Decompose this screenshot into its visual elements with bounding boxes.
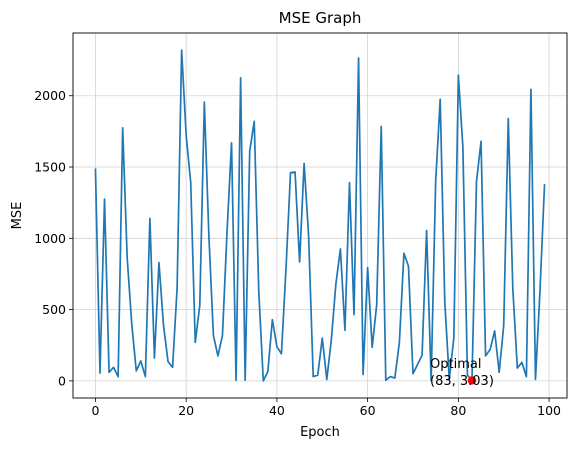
x-tick-label: 80 bbox=[450, 403, 466, 418]
y-axis-label: MSE bbox=[10, 202, 25, 230]
y-axis-ticks: 0 500 1000 1500 2000 bbox=[34, 88, 73, 388]
x-tick-label: 0 bbox=[91, 403, 99, 418]
plot-frame bbox=[72, 32, 568, 399]
y-tick-label: 2000 bbox=[34, 88, 66, 103]
grid-lines bbox=[73, 33, 567, 398]
chart-title: MSE Graph bbox=[279, 9, 362, 27]
y-tick-label: 500 bbox=[42, 302, 66, 317]
series-layer bbox=[94, 49, 546, 385]
x-tick-label: 100 bbox=[537, 403, 561, 418]
y-tick-label: 0 bbox=[58, 373, 66, 388]
optimal-annotation-value: (83, 3.03) bbox=[430, 374, 494, 389]
x-axis-ticks: 0 20 40 60 80 100 bbox=[91, 398, 561, 418]
optimal-annotation-label: Optimal bbox=[430, 357, 481, 372]
x-tick-label: 40 bbox=[269, 403, 285, 418]
x-axis-label: Epoch bbox=[300, 425, 340, 440]
x-tick-label: 20 bbox=[178, 403, 194, 418]
optimal-point-marker bbox=[467, 376, 477, 385]
x-tick-label: 60 bbox=[360, 403, 376, 418]
y-tick-label: 1000 bbox=[34, 231, 66, 246]
y-tick-label: 1500 bbox=[34, 160, 66, 175]
